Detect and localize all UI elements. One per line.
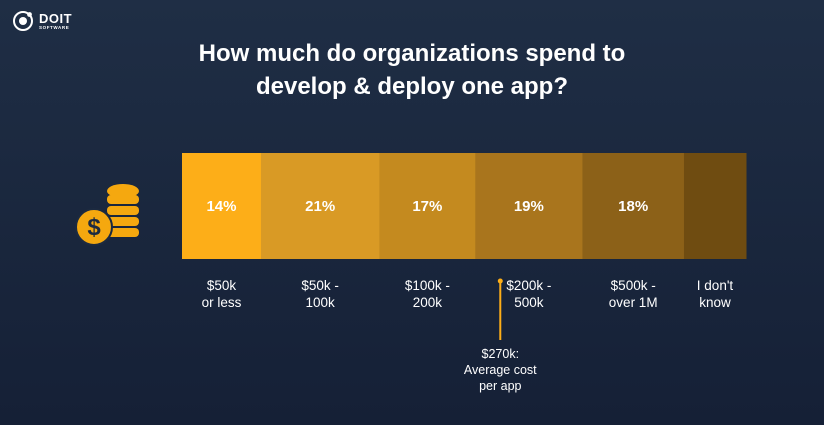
segment-value-label-5: 18% [618,198,648,215]
chart-title-line-2: develop & deploy one app? [255,73,569,100]
brand-name: DOIT [39,10,73,26]
chart-title-line-1: How much do organizations spend to [198,40,626,67]
category-label-1-line-1: $50k [207,278,237,293]
bar-segment-3 [379,153,476,259]
average-cost-label-line-3: per app [479,379,521,393]
segment-value-label-2: 21% [305,198,335,215]
segment-value-label-1: 14% [206,198,236,215]
bar-segment-6 [683,153,747,259]
bar-segment-4 [475,153,583,259]
category-label-6-line-2: know [699,295,731,310]
brand-subtitle: SOFTWARE [39,24,70,30]
category-label-1-line-2: or less [202,295,242,310]
brand-logo: DOIT SOFTWARE [12,10,72,32]
category-label-5-line-2: over 1M [609,295,658,310]
logo-icon [13,11,33,31]
bar-segment-1 [182,153,262,259]
category-label-6-line-1: I don't [697,278,734,293]
chart-title: How much do organizations spend to devel… [0,37,824,103]
category-label-5-line-1: $500k - [611,278,656,293]
svg-text:$: $ [87,214,101,241]
bar-segment-5 [582,153,685,259]
category-label-3-line-1: $100k - [405,278,450,293]
coins-dollar-icon: $ [75,184,139,246]
average-cost-label-line-1: $270k: [482,347,520,361]
segment-value-label-3: 17% [412,198,442,215]
category-label-3-line-2: 200k [413,295,443,310]
bar-segment-2 [260,153,380,259]
segment-value-label-4: 19% [514,198,544,215]
category-label-2-line-1: $50k - [301,278,339,293]
category-label-4-line-2: 500k [514,295,544,310]
category-label-2-line-2: 100k [306,295,336,310]
average-cost-label-line-2: Average cost [464,363,537,377]
category-label-4-line-1: $200k - [506,278,551,293]
